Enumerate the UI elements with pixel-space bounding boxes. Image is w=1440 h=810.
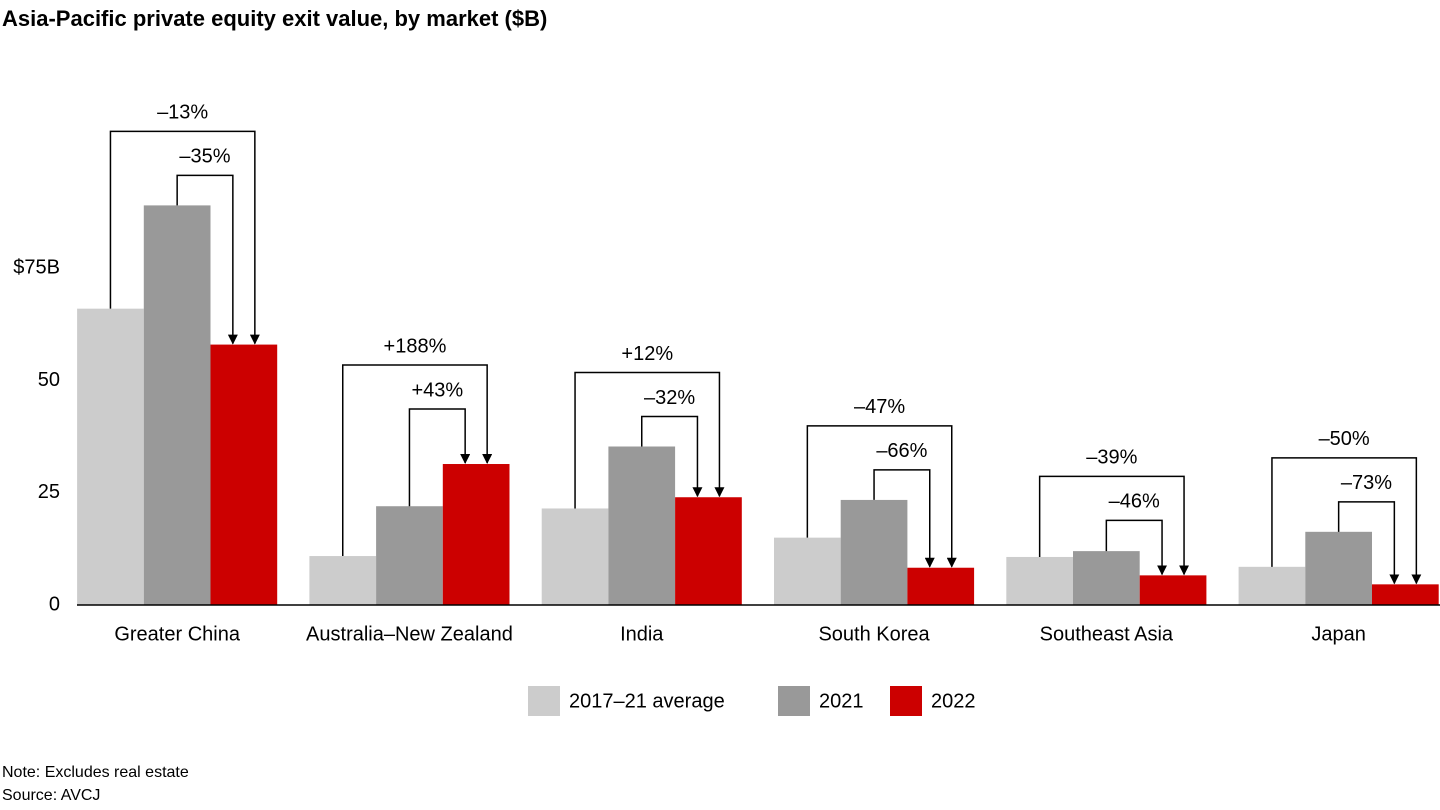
change-label: +12% xyxy=(621,343,673,365)
x-tick-label: Australia–New Zealand xyxy=(306,623,513,645)
change-label: –13% xyxy=(157,102,208,124)
x-tick-label: India xyxy=(620,623,664,645)
change-label: –35% xyxy=(179,146,230,168)
change-bracket xyxy=(641,415,703,498)
change-bracket xyxy=(873,469,935,568)
change-bracket xyxy=(1271,457,1422,585)
legend-label: 2017–21 average xyxy=(569,690,725,712)
legend-swatch xyxy=(528,686,560,716)
change-bracket xyxy=(176,174,238,345)
legend-swatch xyxy=(778,686,810,716)
change-bracket xyxy=(1337,501,1400,585)
change-label: +188% xyxy=(384,335,447,357)
bar xyxy=(608,446,676,605)
bar xyxy=(840,499,908,605)
x-tick-label: Greater China xyxy=(114,623,240,645)
note: Note: Excludes real estate xyxy=(2,764,189,781)
change-label: –73% xyxy=(1341,472,1392,494)
bar xyxy=(1372,584,1439,605)
x-tick-label: Southeast Asia xyxy=(1040,623,1174,645)
legend-swatch xyxy=(890,686,922,716)
change-label: –46% xyxy=(1109,491,1160,513)
change-bracket xyxy=(1105,519,1168,576)
bar xyxy=(77,308,144,605)
change-bracket xyxy=(1038,475,1190,576)
x-tick-label: Japan xyxy=(1311,623,1366,645)
x-tick-label: South Korea xyxy=(818,623,930,645)
bar xyxy=(541,508,609,605)
change-label: –50% xyxy=(1319,428,1370,450)
change-label: –39% xyxy=(1086,447,1137,469)
y-tick-label: $75B xyxy=(13,257,60,279)
bar xyxy=(1006,556,1073,605)
y-tick-label: 25 xyxy=(38,481,60,503)
y-tick-label: 50 xyxy=(38,369,60,391)
change-bracket xyxy=(806,425,957,568)
legend-label: 2022 xyxy=(931,690,976,712)
y-tick-label: 0 xyxy=(49,593,60,615)
bar xyxy=(1073,551,1140,605)
change-label: –47% xyxy=(854,396,905,418)
bar xyxy=(376,506,443,605)
legend-label: 2021 xyxy=(819,690,864,712)
bar xyxy=(774,537,841,605)
bar xyxy=(675,497,742,605)
bar xyxy=(1139,575,1207,605)
bar xyxy=(442,464,510,605)
source: Source: AVCJ xyxy=(2,787,100,804)
bar xyxy=(907,567,975,605)
bar xyxy=(143,205,211,605)
change-bracket xyxy=(109,130,260,345)
change-label: –66% xyxy=(876,440,927,462)
bar xyxy=(1305,531,1372,605)
chart-title: Asia-Pacific private equity exit value, … xyxy=(2,6,547,31)
change-bracket xyxy=(342,364,493,557)
change-bracket xyxy=(408,408,471,507)
bar xyxy=(1238,566,1306,605)
bar xyxy=(210,344,278,605)
change-label: –32% xyxy=(644,387,695,409)
change-label: +43% xyxy=(411,379,463,401)
change-bracket xyxy=(574,371,725,509)
bar xyxy=(309,556,377,605)
